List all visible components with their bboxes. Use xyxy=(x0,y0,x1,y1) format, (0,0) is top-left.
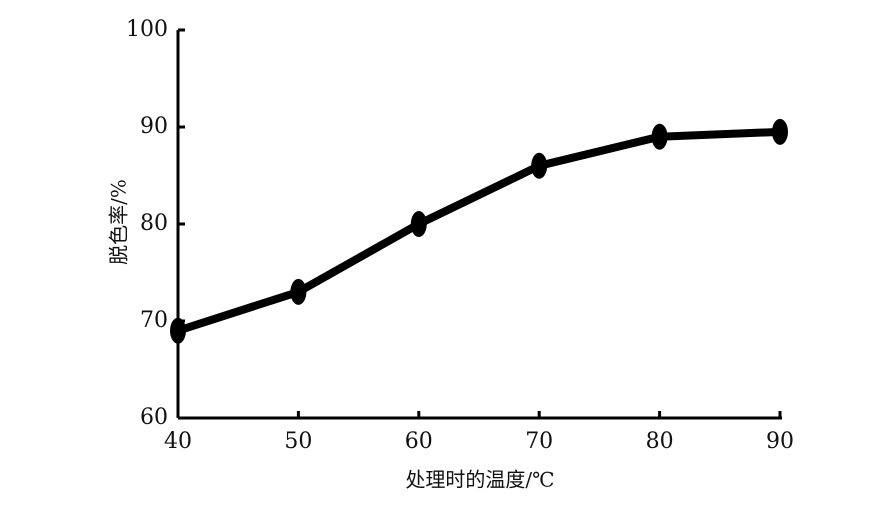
x-tick-label: 50 xyxy=(284,429,312,454)
data-point xyxy=(170,317,186,344)
data-point xyxy=(410,211,427,237)
data-point xyxy=(772,118,788,145)
data-point xyxy=(290,278,307,305)
x-tick-label: 40 xyxy=(164,429,192,454)
y-tick-label: 70 xyxy=(140,308,168,333)
x-axis-label: 处理时的温度/℃ xyxy=(405,468,554,492)
y-tick-label: 90 xyxy=(140,114,168,139)
x-tick-label: 70 xyxy=(525,429,553,454)
y-tick-label: 100 xyxy=(126,17,168,42)
data-point xyxy=(651,123,668,150)
x-tick-label: 90 xyxy=(766,429,794,454)
x-tick-label: 60 xyxy=(405,429,433,454)
data-point xyxy=(531,152,548,179)
data-line xyxy=(176,127,781,335)
y-tick-label: 80 xyxy=(140,211,168,236)
x-tick-label: 80 xyxy=(646,429,674,454)
y-axis-label: 脱色率/% xyxy=(107,179,131,265)
y-tick-label: 60 xyxy=(140,405,168,430)
